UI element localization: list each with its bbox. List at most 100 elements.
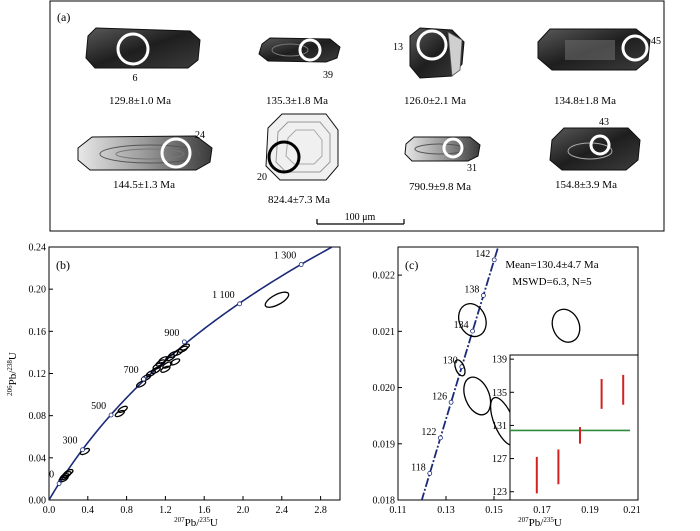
error-ellipse [454,359,466,377]
x-tick-label: 0.15 [485,505,503,516]
spot-circle [116,32,150,66]
grain-age: 154.8±3.9 Ma [555,179,617,191]
panel-b-ellipses [58,291,290,483]
panel-b-xlabel: 207Pb/235U [174,516,218,529]
x-tick-label: 2.4 [276,505,289,516]
zircon-grain-20 [265,113,339,181]
concordia-age-label: 500 [91,401,106,412]
concordia-age-marker [438,435,443,441]
error-ellipse [167,350,179,359]
panel-a: (a) 6 129.8±1.0 Ma 39 135.3±1.8 Ma 13 12… [49,0,665,232]
error-ellipse [463,376,492,416]
mean-annotation: Mean=130.4±4.7 Ma [505,259,598,271]
zircon-grain-6 [85,27,201,69]
y-tick-label: 0.20 [29,285,47,296]
error-ellipse [114,409,125,418]
grain-id: 39 [323,70,333,81]
panel-b-frame [48,246,341,501]
error-ellipse [551,308,581,343]
error-ellipse [63,468,74,477]
grain-age: 126.0±2.1 Ma [404,95,466,107]
x-tick-label: 0.13 [437,505,455,516]
y-tick-label: 0.021 [373,327,396,338]
inset-ticks: 139 135 131 127 123 [492,355,514,498]
x-tick-label: 2.0 [237,505,250,516]
scale-bar [316,219,405,225]
concordia-age-label: 118 [411,462,426,473]
panel-a-label: (a) [57,10,70,24]
panel-b-label: (b) [56,258,70,272]
x-tick-label: 0.17 [533,505,551,516]
concordia-age-marker [480,293,486,298]
error-ellipse [169,358,181,366]
x-tick-label: 0.8 [120,505,133,516]
zircon-grain-43 [549,127,641,171]
zircon-grain-39 [258,37,341,63]
concordia-age-marker [141,376,146,382]
panel-c-xlabel: 207Pb/235U [518,516,562,529]
spot-circle [589,134,611,156]
grain-age: 824.4±7.3 Ma [268,194,330,206]
error-ellipse [117,405,128,414]
grain-age: 134.8±1.8 Ma [554,95,616,107]
inset-y-tick-label: 139 [492,355,507,366]
error-ellipse [457,303,487,338]
concordia-age-marker [491,257,497,263]
y-tick-label: 0.12 [29,369,47,380]
zircon-grain-31 [404,136,481,162]
grain-age: 135.3±1.8 Ma [266,95,328,107]
concordia-age-marker [427,470,433,476]
spot-circle [442,137,464,159]
grain-id: 45 [651,36,661,47]
inset-y-tick-label: 127 [492,454,507,465]
x-tick-label: 2.8 [314,505,327,516]
panel-b: (b) 0.0 0.4 0.8 1.2 1.6 2.0 2.4 2.8 0.00 0.04 0.08… [6,243,341,529]
panel-c-label: (c) [405,258,418,272]
inset-y-tick-label: 131 [492,421,507,432]
concordia-age-label: 1 300 [274,250,297,261]
zircon-grain-24 [77,135,213,171]
panel-b-ticks: 0.0 0.4 0.8 1.2 1.6 2.0 2.4 2.8 0.00 0.04 0.08 0.12… [29,243,327,517]
concordia-age-marker [298,262,304,267]
y-tick-label: 0.00 [29,496,47,507]
error-ellipse [162,361,173,369]
panel-b-concordia-labels: 100 300 500 700 900 1 100 1 300 [39,250,304,486]
concordia-age-marker [56,481,62,486]
inset-error-bars [535,374,625,494]
concordia-age-marker [470,328,475,334]
grain-id: 31 [467,163,477,174]
grain-id: 13 [393,42,403,53]
x-tick-label: 0.0 [43,505,56,516]
concordia-age-label: 142 [475,249,490,260]
concordia-age-label: 100 [39,470,54,481]
grain-id: 24 [195,130,205,141]
concordia-age-marker [237,301,243,307]
concordia-age-label: 122 [421,427,436,438]
concordia-age-label: 130 [443,356,458,367]
error-ellipse [264,291,290,308]
x-tick-label: 1.6 [198,505,211,516]
grain-id: 20 [257,172,267,183]
error-ellipse [160,365,171,373]
concordia-age-label: 1 100 [212,290,235,301]
panel-c: (c) Mean=130.4±4.7 Ma MSWD=6.3, N=5 0.11… [373,246,641,529]
error-ellipse [150,366,161,375]
panel-c-ticks: 0.11 0.13 0.15 0.17 0.19 0.21 0.018 0.019 0.020 0… [373,271,641,516]
spot-circle [621,34,649,62]
y-tick-label: 0.08 [29,411,47,422]
inset-y-tick-label: 123 [492,487,507,498]
inset-frame [509,354,639,501]
panel-b-ylabel: 206Pb/238U [6,352,19,396]
scale-bar-label: 100 μm [345,212,376,223]
spot-circle [160,137,192,169]
concordia-age-label: 700 [124,365,139,376]
error-ellipse [177,345,189,353]
weighted-mean-inset: 139 135 131 127 123 [492,354,639,501]
y-tick-label: 0.018 [373,496,396,507]
zircon-grain-45 [537,28,651,71]
y-tick-label: 0.019 [373,439,396,450]
x-tick-label: 0.19 [581,505,599,516]
spot-circle [298,38,322,62]
concordia-age-label: 300 [63,436,78,447]
